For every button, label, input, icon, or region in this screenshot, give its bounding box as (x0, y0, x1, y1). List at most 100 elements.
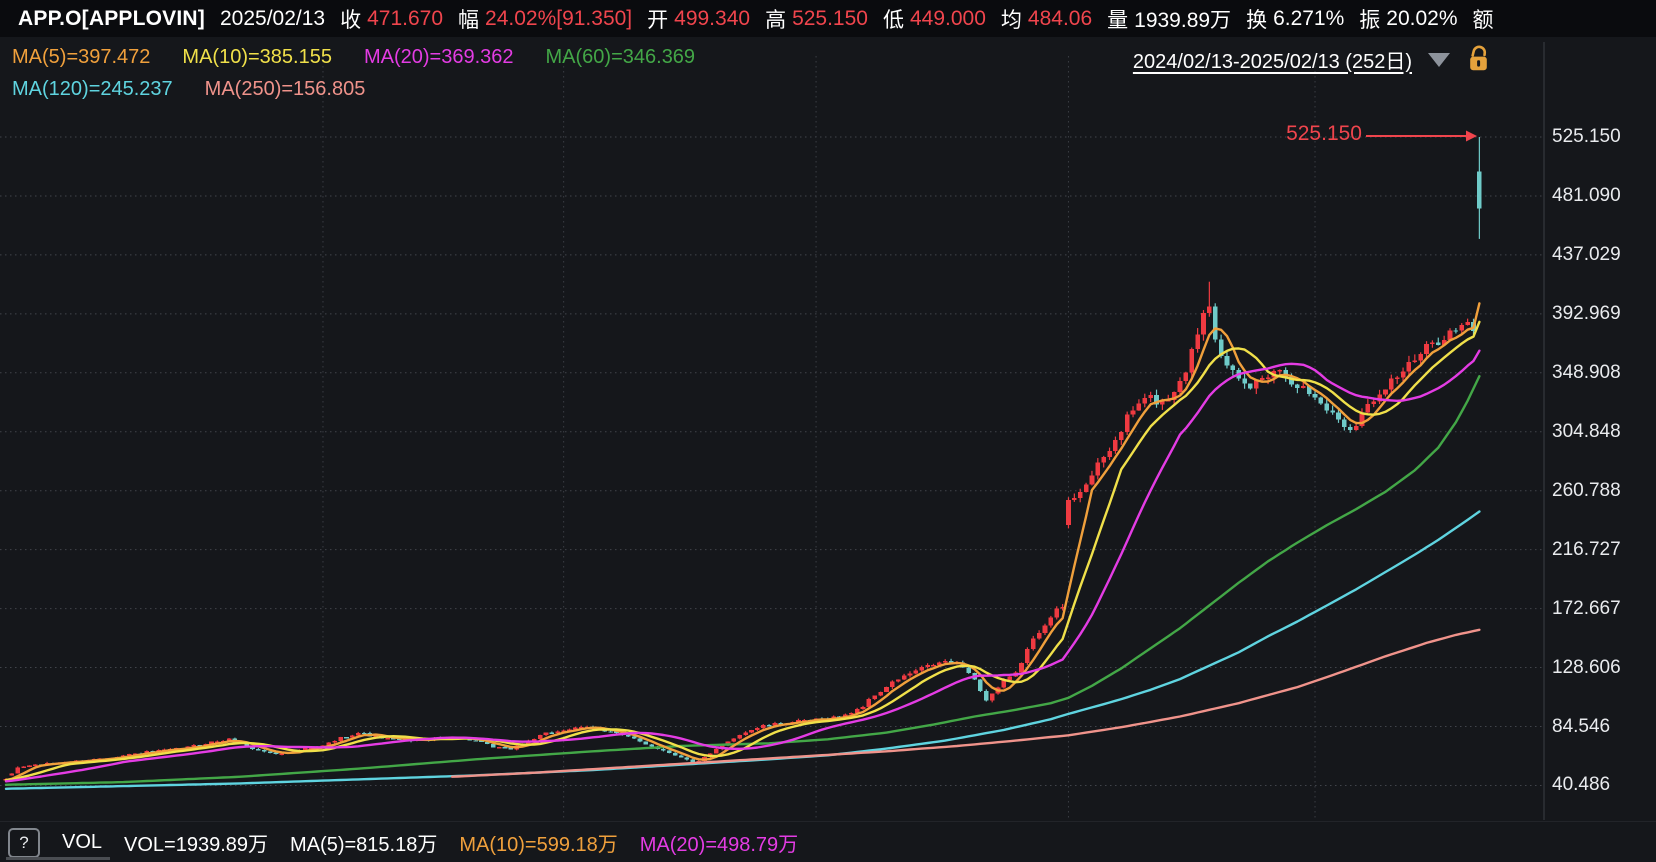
candle-body (1160, 400, 1165, 405)
candle-body (1318, 397, 1324, 404)
candle-body (502, 747, 508, 749)
price-axis-label: 260.788 (1552, 479, 1621, 501)
candle-body (1430, 342, 1435, 345)
candle-body (479, 740, 484, 742)
candle-body (261, 749, 267, 752)
indicator-scrollbar[interactable] (6, 857, 110, 860)
candle-body (9, 773, 15, 776)
candle-body (1342, 419, 1347, 427)
candle-body (537, 735, 543, 740)
candle-body (15, 767, 21, 774)
candle-body (1119, 432, 1124, 441)
candle-body (121, 755, 126, 757)
symbol-name: APP.O[APPLOVIN] (18, 6, 205, 30)
candle-body (126, 754, 132, 756)
candle-body (1277, 369, 1283, 372)
candle-body (1412, 360, 1418, 362)
candle-body (473, 740, 478, 742)
ma10-legend: MA(10)=385.155 (182, 46, 332, 68)
ma5-legend: MA(5)=397.472 (12, 46, 151, 68)
candle-body (649, 744, 654, 747)
candle-body (1265, 377, 1271, 379)
candle-body (843, 714, 848, 717)
candle-body (1406, 361, 1412, 372)
candle-body (1019, 663, 1024, 673)
quote-field-amount-truncated: 额 (1472, 8, 1494, 32)
price-axis-label: 437.029 (1552, 243, 1621, 265)
candle-body (244, 743, 249, 747)
candle-body (1254, 379, 1259, 389)
candle-body (878, 691, 883, 696)
candle-body (1477, 171, 1482, 209)
vol-ma10-value: MA(10)=599.18万 (459, 834, 618, 856)
indicator-help-button[interactable]: ? (8, 827, 40, 858)
candle-body (578, 726, 584, 729)
candle-body (1066, 500, 1071, 526)
candle-body (209, 741, 214, 745)
candle-body (385, 737, 390, 740)
candle-body (1083, 484, 1089, 492)
candle-body (983, 690, 989, 701)
quote-field-avg: 均 484.06 (1000, 6, 1093, 32)
candle-body (1347, 426, 1353, 431)
ma20-legend: MA(20)=369.362 (363, 46, 514, 68)
candle-body (1359, 412, 1365, 427)
ma60-legend: MA(60)=346.369 (545, 46, 696, 68)
price-axis-label: 172.667 (1552, 597, 1621, 619)
candle-body (1095, 462, 1101, 476)
candle-body (755, 728, 760, 731)
candle-body (1435, 342, 1441, 345)
candle-body (749, 730, 754, 733)
candle-body (273, 752, 279, 755)
date-range-label[interactable]: 2024/02/13-2025/02/13 (252日) (1132, 50, 1412, 73)
candle-body (396, 738, 402, 740)
candle-body (303, 748, 308, 751)
candle-body (573, 727, 578, 730)
candle-body (1054, 608, 1060, 618)
ma-legend-row-2: MA(120)=245.237 MA(250)=156.805 (12, 78, 365, 101)
candle-body (1224, 355, 1230, 366)
candle-body (1142, 398, 1148, 404)
candle-body (884, 687, 889, 692)
candle-body (1154, 394, 1159, 405)
price-axis-label: 40.486 (1552, 774, 1611, 796)
candle-body (532, 739, 537, 741)
candle-body (226, 738, 232, 741)
quote-field-high: 高 525.150 (765, 6, 868, 32)
quote-field-low: 低 449.000 (882, 6, 986, 32)
candle-body (21, 766, 26, 769)
last-price-annotation: 525.150 (1286, 122, 1362, 145)
candle-body (1383, 389, 1388, 395)
candle-body (338, 737, 343, 742)
candle-body (766, 725, 772, 727)
chevron-down-icon[interactable] (1428, 53, 1450, 67)
candle-body (1113, 440, 1118, 451)
candle-body (1212, 306, 1218, 340)
candle-body (866, 699, 872, 707)
candle-body (796, 719, 801, 723)
candle-body (215, 741, 220, 743)
price-axis-label: 525.150 (1552, 126, 1621, 147)
candle-body (901, 675, 907, 680)
ma-line-MA250 (450, 628, 1481, 778)
vol-ma5-value: MA(5)=815.18万 (290, 834, 438, 856)
volume-indicator-bar: ? VOL VOL=1939.89万 MA(5)=815.18万 MA(10)=… (0, 821, 1656, 862)
ma250-legend: MA(250)=156.805 (204, 78, 366, 100)
quote-field-change: 幅 24.02%[91.350] (458, 6, 633, 32)
candle-body (1394, 377, 1400, 380)
unlock-icon[interactable] (1466, 44, 1492, 74)
candle-body (332, 741, 338, 743)
date-range-selector[interactable]: 2024/02/13-2025/02/13 (252日) (1133, 44, 1492, 74)
candle-body (1300, 385, 1306, 389)
candle-body (907, 673, 913, 676)
candle-body (1306, 385, 1312, 395)
candle-body (350, 735, 355, 738)
candle-body (1218, 339, 1224, 356)
candle-body (132, 753, 138, 755)
price-axis-label: 216.727 (1552, 538, 1621, 560)
price-axis-label: 84.546 (1552, 715, 1611, 737)
candle-body (1048, 617, 1054, 626)
candle-body (643, 741, 649, 745)
